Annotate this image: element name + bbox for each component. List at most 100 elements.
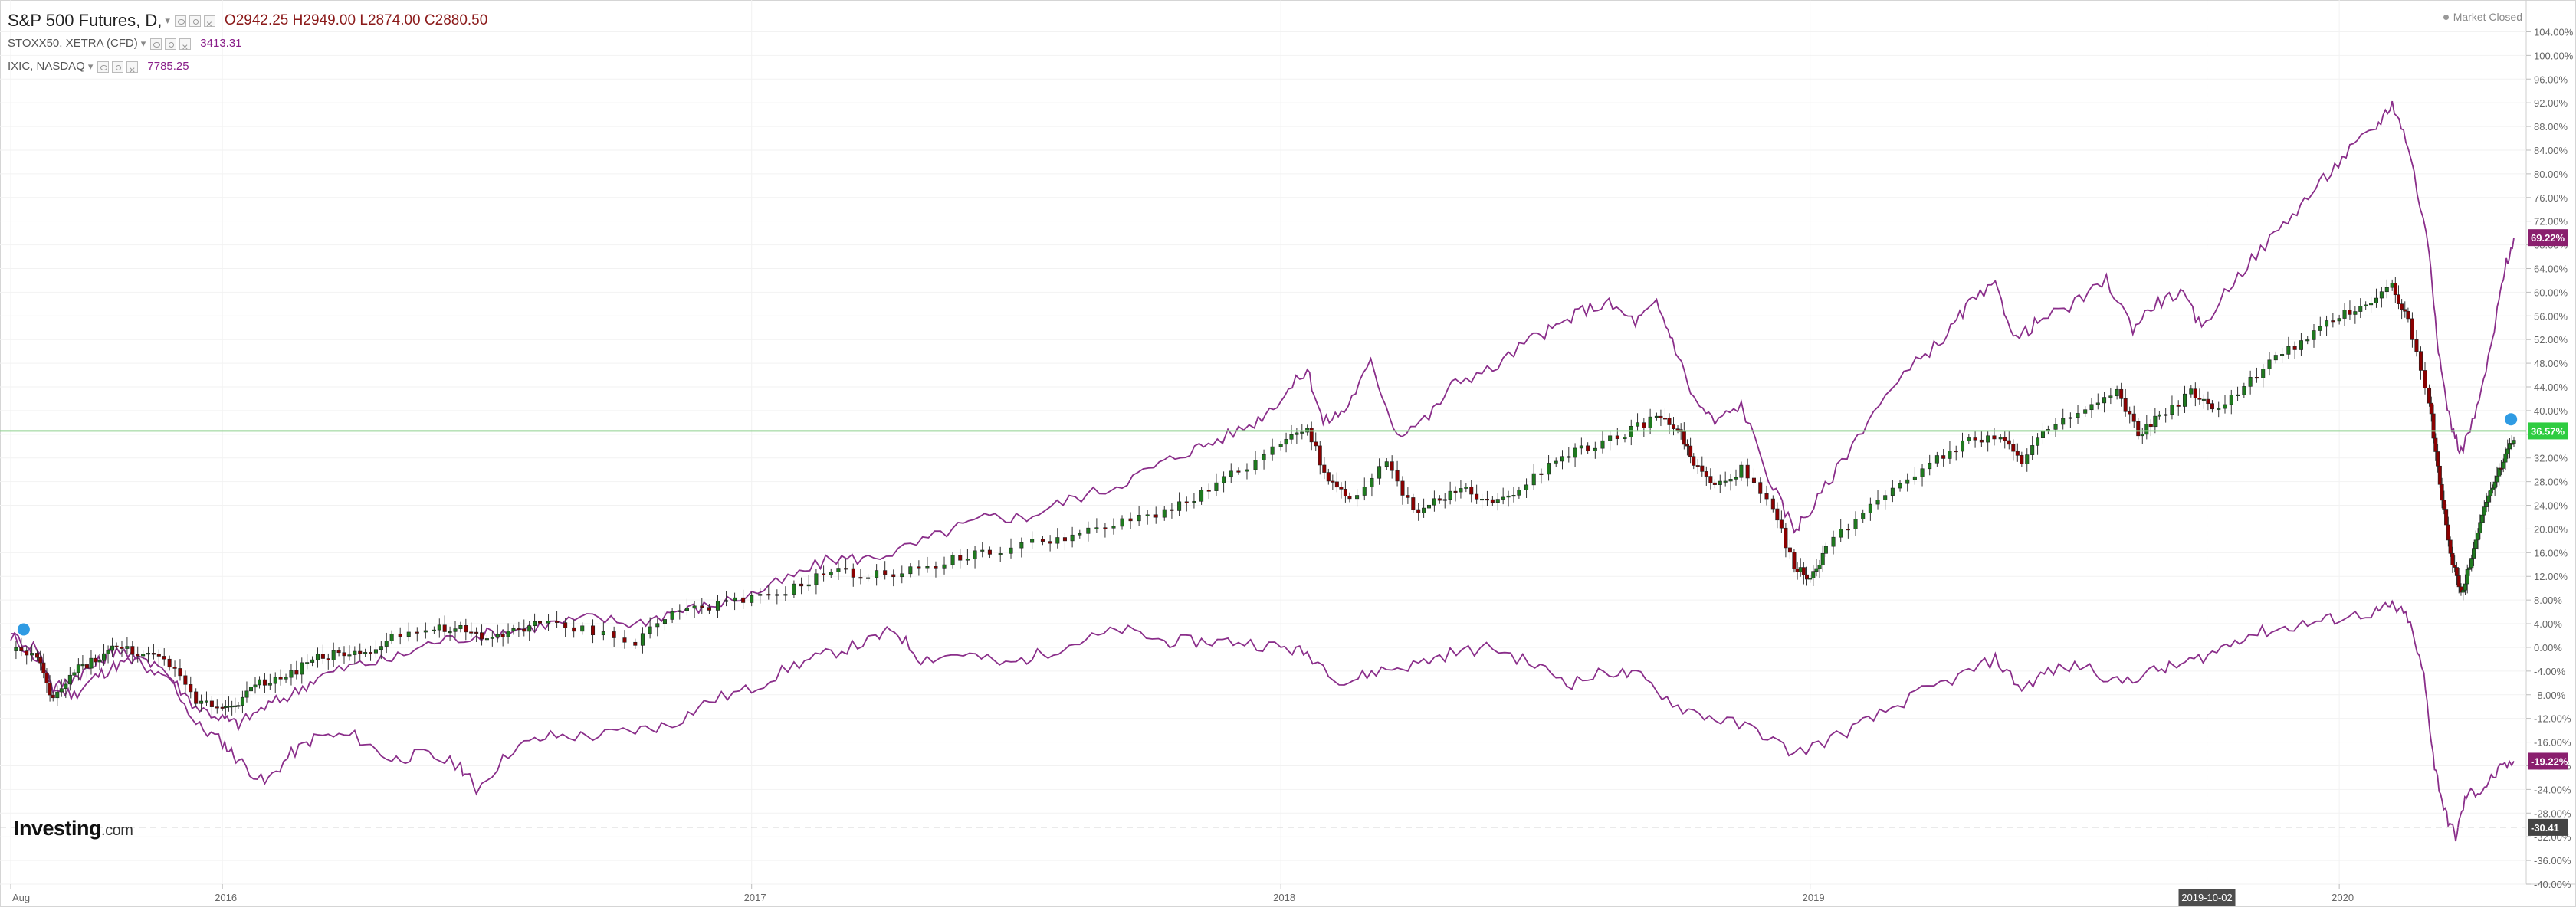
candle-body [2364, 304, 2368, 306]
candle-body [707, 607, 711, 611]
candle-body [226, 706, 231, 708]
candle-body [204, 700, 208, 703]
price-axis[interactable]: 104.00% 100.00% 96.00% 92.00% 88.00% 84.00% 80… [2526, 26, 2574, 890]
candle-body [2403, 309, 2407, 312]
candle-body [1784, 527, 1788, 549]
candle-body [580, 625, 585, 632]
y-tick-label: -8.00% [2534, 690, 2566, 701]
candle-body [320, 654, 325, 659]
candle-body [1262, 454, 1266, 460]
candle-body [310, 659, 315, 663]
candle-body [2353, 311, 2358, 315]
gear-icon[interactable] [112, 61, 124, 73]
candle-body [1206, 490, 1211, 492]
candle-body [1442, 499, 1447, 501]
chevron-down-icon[interactable]: ▾ [140, 38, 146, 49]
candle-body [432, 629, 436, 631]
candle-body [2089, 404, 2094, 411]
compare-symbol[interactable]: STOXX50, XETRA (CFD) [8, 37, 138, 50]
candle-body [300, 662, 304, 675]
candle-body [2115, 388, 2119, 397]
candle-body [2400, 303, 2404, 310]
candle-body [2164, 414, 2168, 416]
candle-body [2448, 539, 2453, 554]
candle-body [373, 649, 378, 654]
candle-body [1811, 571, 1816, 578]
candle-body [1485, 499, 1489, 501]
gear-icon[interactable] [165, 38, 177, 50]
candle-body [464, 624, 468, 633]
time-axis[interactable]: Aug 2016 2017 2018 2019 2020 [10, 884, 2354, 903]
candle-body [724, 600, 729, 602]
chevron-down-icon[interactable]: ▾ [87, 61, 94, 72]
candle-body [2176, 405, 2181, 407]
candle-body [1170, 509, 1174, 511]
candle-body [342, 652, 346, 657]
chevron-down-icon[interactable]: ▾ [165, 15, 170, 26]
candle-body [555, 621, 560, 623]
candle-body [2011, 444, 2016, 452]
candle-body [1567, 456, 1571, 458]
legend-row-compare-1[interactable]: STOXX50, XETRA (CFD) ▾ 3413.31 [8, 32, 487, 58]
candle-body [2406, 310, 2410, 320]
candle-body [1758, 482, 1763, 494]
legend-row-compare-2[interactable]: IXIC, NASDAQ ▾ 7785.25 [8, 55, 487, 81]
event-markers[interactable] [15, 411, 2519, 637]
status-dot-icon [2443, 14, 2449, 20]
candle-body [2140, 434, 2144, 437]
candle-body [506, 631, 510, 637]
candle-body [1986, 435, 1990, 443]
close-icon[interactable] [126, 58, 139, 81]
candle-body [1898, 483, 1902, 489]
candle-body [1362, 487, 1367, 496]
candle-body [1511, 495, 1516, 497]
legend-row-main[interactable]: S&P 500 Futures, D, ▾ O2942.25 H2949.00 … [8, 9, 487, 35]
candle-body [1370, 477, 1374, 488]
candle-body [1153, 514, 1158, 518]
candle-body [1654, 415, 1659, 418]
candle-body [965, 558, 970, 561]
candle-body [973, 550, 977, 559]
compare-symbol[interactable]: IXIC, NASDAQ [8, 60, 85, 73]
low-label: L [359, 12, 368, 28]
y-tick-label: 44.00% [2534, 382, 2568, 393]
candle-body [2459, 586, 2463, 593]
eye-icon[interactable] [150, 38, 162, 50]
candle-body [622, 637, 627, 643]
candle-body [2348, 310, 2352, 315]
candle-body [1751, 477, 1756, 483]
candle-body [1579, 445, 1583, 449]
main-symbol[interactable]: S&P 500 Futures, D, [8, 11, 162, 30]
candle-body [2489, 490, 2493, 496]
candle-body [97, 660, 102, 663]
price-tag-compare [2528, 229, 2568, 247]
candle-body [2292, 346, 2297, 350]
event-marker-icon[interactable] [15, 621, 31, 637]
gear-icon[interactable] [189, 15, 201, 27]
candle-body [76, 664, 80, 673]
candle-body [1960, 440, 1965, 452]
candle-body [1480, 499, 1485, 501]
event-marker-icon[interactable] [2503, 411, 2519, 428]
candle-body [563, 622, 568, 628]
candle-body [1128, 518, 1133, 522]
close-icon[interactable] [179, 35, 192, 58]
candle-body [1708, 476, 1713, 483]
candle-body [1671, 424, 1676, 429]
candle-body [2503, 453, 2508, 463]
candle-body [2030, 445, 2035, 455]
eye-icon[interactable] [174, 15, 186, 27]
candle-body [1623, 437, 1627, 439]
candle-body [1278, 444, 1283, 447]
candle-body [2189, 388, 2194, 395]
candle-body [1928, 462, 1932, 470]
candle-body [236, 705, 241, 707]
candle-body [655, 623, 660, 628]
close-icon[interactable] [203, 12, 215, 35]
candle-body [2484, 501, 2489, 507]
candle-body [1883, 495, 1888, 500]
eye-icon[interactable] [97, 61, 110, 73]
candle-body [1524, 484, 1529, 490]
